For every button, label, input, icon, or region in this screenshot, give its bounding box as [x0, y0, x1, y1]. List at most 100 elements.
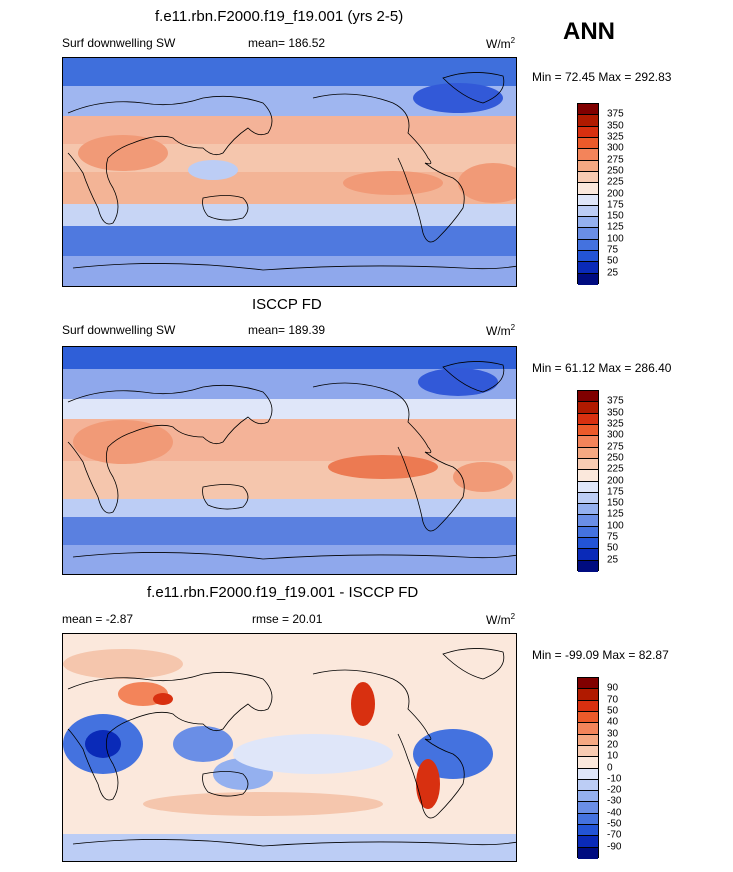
colorbar-box: [578, 183, 598, 195]
panel1-title: f.e11.rbn.F2000.f19_f19.001 (yrs 2-5): [155, 8, 404, 25]
colorbar-box: [578, 723, 598, 735]
colorbar-tick-label: 30: [607, 728, 619, 740]
colorbar-box: [578, 251, 598, 263]
colorbar-box: [578, 791, 598, 803]
colorbar-tick-label: 90: [607, 682, 619, 694]
colorbar-box: [578, 436, 598, 448]
colorbar-box: [578, 470, 598, 482]
colorbar-tick-label: -40: [607, 807, 622, 819]
panel2-minmax: Min = 61.12 Max = 286.40: [532, 361, 672, 375]
colorbar-box: [578, 171, 598, 184]
panel2-title: ISCCP FD: [252, 296, 322, 313]
colorbar-box: [578, 678, 598, 690]
colorbar-tick-label: 40: [607, 716, 619, 728]
colorbar-tick-label: 300: [607, 142, 624, 154]
colorbar-tick-label: 375: [607, 395, 624, 407]
panel3-minmax: Min = -99.09 Max = 82.87: [532, 648, 669, 662]
colorbar-box: [578, 813, 598, 826]
colorbar-tick-label: 350: [607, 120, 624, 132]
colorbar-box: [578, 757, 598, 769]
colorbar-box: [578, 836, 598, 848]
colorbar-tick-label: 225: [607, 176, 624, 188]
colorbar-box: [578, 104, 598, 116]
colorbar-tick-label: 175: [607, 486, 624, 498]
colorbar-box: [578, 262, 598, 274]
panel3-mean-label: mean = -2.87: [62, 612, 134, 626]
colorbar-box: [578, 149, 598, 161]
colorbar-box: [578, 391, 598, 403]
panel3-map: [62, 633, 517, 862]
colorbar-box: [578, 492, 598, 505]
colorbar-tick-label: 50: [607, 705, 619, 717]
colorbar-box: [578, 447, 598, 459]
colorbar-tick-label: 150: [607, 210, 624, 222]
panel2-mean-label: mean= 189.39: [248, 323, 326, 337]
colorbar-tick-label: -20: [607, 784, 622, 796]
colorbar-box: [578, 424, 598, 437]
colorbar-tick-label: -90: [607, 841, 622, 853]
colorbar-box: [578, 239, 598, 252]
colorbar-tick-label: 250: [607, 452, 624, 464]
colorbar-tick-label: 300: [607, 429, 624, 441]
colorbar-tick-label: 200: [607, 188, 624, 199]
colorbar-tick-label: 200: [607, 475, 624, 486]
colorbar-tick-label: 150: [607, 497, 624, 509]
panel2-units: W/m2: [486, 323, 516, 338]
colorbar-tick-label: 125: [607, 508, 624, 520]
panel2-colorbar: [577, 390, 599, 572]
colorbar-tick-label: 20: [607, 739, 619, 751]
colorbar-tick-label: 50: [607, 255, 619, 267]
colorbar-tick-label: 25: [607, 554, 619, 566]
panel1-minmax: Min = 72.45 Max = 292.83: [532, 70, 672, 84]
colorbar-box: [578, 126, 598, 138]
colorbar-tick-label: 0: [607, 762, 613, 773]
colorbar-tick-label: -10: [607, 773, 622, 785]
colorbar-box: [578, 538, 598, 550]
colorbar-tick-label: 70: [607, 694, 619, 706]
panel3-rmse-label: rmse = 20.01: [252, 612, 323, 626]
colorbar-tick-label: 350: [607, 407, 624, 419]
colorbar-box: [578, 847, 598, 859]
colorbar-box: [578, 779, 598, 792]
panel2-map: [62, 346, 517, 575]
colorbar-box: [578, 802, 598, 814]
colorbar-tick-label: 75: [607, 531, 619, 543]
colorbar-box: [578, 768, 598, 780]
panel3-title: f.e11.rbn.F2000.f19_f19.001 - ISCCP FD: [147, 584, 419, 601]
colorbar-box: [578, 504, 598, 516]
colorbar-tick-label: 100: [607, 233, 624, 245]
colorbar-box: [578, 745, 598, 758]
colorbar-box: [578, 734, 598, 746]
colorbar-tick-label: -70: [607, 829, 622, 841]
colorbar-tick-label: 250: [607, 165, 624, 177]
colorbar-box: [578, 711, 598, 724]
colorbar-box: [578, 402, 598, 414]
colorbar-box: [578, 481, 598, 493]
colorbar-tick-label: 100: [607, 520, 624, 532]
colorbar-box: [578, 228, 598, 240]
panel2-variable-label: Surf downwelling SW: [62, 323, 176, 337]
colorbar-tick-label: 25: [607, 267, 619, 279]
panel1-units: W/m2: [486, 36, 516, 51]
colorbar-tick-label: 125: [607, 221, 624, 233]
panel3-colorbar: [577, 677, 599, 859]
colorbar-tick-label: 175: [607, 199, 624, 211]
colorbar-tick-label: 275: [607, 154, 624, 166]
colorbar-box: [578, 137, 598, 150]
colorbar-tick-label: 325: [607, 131, 624, 143]
colorbar-box: [578, 413, 598, 425]
colorbar-tick-label: -50: [607, 818, 622, 830]
colorbar-tick-label: 375: [607, 108, 624, 120]
colorbar-tick-label: -30: [607, 795, 622, 807]
colorbar-tick-label: 325: [607, 418, 624, 430]
colorbar-tick-label: 50: [607, 542, 619, 554]
colorbar-box: [578, 689, 598, 701]
colorbar-box: [578, 194, 598, 206]
panel1-variable-label: Surf downwelling SW: [62, 36, 176, 50]
colorbar-box: [578, 217, 598, 229]
colorbar-box: [578, 526, 598, 539]
colorbar-box: [578, 205, 598, 218]
panel1-map: [62, 57, 517, 287]
colorbar-box: [578, 560, 598, 572]
panel1-colorbar: [577, 103, 599, 285]
